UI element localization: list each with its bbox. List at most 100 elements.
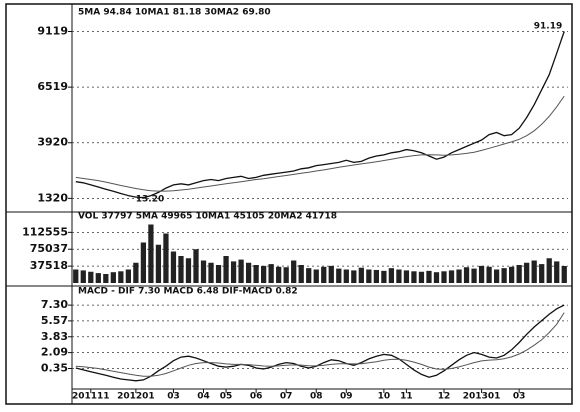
volume-bar bbox=[223, 256, 229, 283]
volume-bar bbox=[170, 251, 177, 283]
volume-bar bbox=[283, 267, 289, 283]
y-tick-label: 3.83 bbox=[41, 330, 68, 343]
y-tick-label: 7.30 bbox=[41, 298, 68, 311]
volume-bar bbox=[366, 269, 372, 283]
volume-bar bbox=[155, 244, 162, 283]
panel-legend: 5MA 94.84 10MA1 81.18 30MA2 69.80 bbox=[78, 8, 271, 18]
volume-bar bbox=[118, 271, 124, 283]
x-tick-label: 03 bbox=[513, 392, 526, 402]
volume-bar bbox=[80, 270, 86, 283]
annotation: 13.20 bbox=[136, 195, 164, 205]
frame bbox=[5, 3, 573, 405]
volume-bar bbox=[463, 267, 470, 283]
volume-bar bbox=[215, 265, 222, 283]
volume-bar bbox=[200, 260, 207, 283]
x-tick-label: 201111 bbox=[72, 392, 110, 402]
annotation: 91.19 bbox=[534, 22, 562, 32]
x-tick-label: 04 bbox=[197, 392, 210, 402]
y-tick-label: 37518 bbox=[30, 259, 68, 272]
volume-bar bbox=[441, 271, 447, 283]
volume-bar bbox=[245, 262, 252, 283]
volume-bar bbox=[193, 249, 199, 283]
series-line bbox=[75, 95, 565, 192]
volume-bar bbox=[546, 258, 552, 283]
y-tick-label: 9119 bbox=[37, 25, 68, 38]
volume-bar bbox=[358, 267, 364, 283]
panel-legend: VOL 37797 5MA 49965 10MA1 45105 20MA2 41… bbox=[78, 212, 337, 222]
volume-bar bbox=[493, 269, 500, 283]
volume-bar bbox=[471, 268, 477, 283]
volume-bar bbox=[313, 269, 319, 283]
volume-bar bbox=[298, 265, 304, 283]
volume-bar bbox=[426, 270, 432, 283]
volume-bar bbox=[110, 272, 116, 283]
volume-bar bbox=[238, 259, 244, 283]
volume-bar bbox=[456, 269, 462, 283]
volume-bar bbox=[306, 268, 312, 283]
volume-bar bbox=[268, 264, 274, 283]
y-tick-label: 2.09 bbox=[41, 346, 68, 359]
volume-bar bbox=[276, 266, 282, 283]
volume-bar bbox=[321, 266, 327, 283]
volume-bar bbox=[125, 269, 131, 283]
x-tick-label: 09 bbox=[340, 392, 353, 402]
series-line bbox=[75, 312, 565, 377]
volume-bar bbox=[343, 269, 349, 283]
x-tick-label: 08 bbox=[310, 392, 323, 402]
volume-bar bbox=[403, 270, 410, 283]
volume-bar bbox=[261, 265, 267, 283]
x-tick-label: 12 bbox=[438, 392, 451, 402]
volume-bar bbox=[509, 266, 515, 283]
volume-bar bbox=[396, 269, 402, 283]
volume-bar bbox=[336, 268, 342, 283]
y-tick-label: 0.35 bbox=[41, 361, 68, 374]
volume-bar bbox=[148, 224, 154, 283]
volume-bar bbox=[539, 264, 545, 283]
x-tick-label: 03 bbox=[167, 392, 180, 402]
x-tick-label: 05 bbox=[220, 392, 233, 402]
volume-bar bbox=[531, 260, 537, 283]
volume-bar bbox=[524, 262, 530, 283]
volume-bar bbox=[208, 262, 214, 283]
volume-bar bbox=[328, 265, 334, 283]
y-tick-label: 3920 bbox=[37, 136, 68, 149]
volume-bar bbox=[185, 258, 192, 283]
y-tick-label: 1320 bbox=[37, 191, 68, 204]
volume-bar bbox=[381, 270, 387, 283]
volume-bar bbox=[501, 268, 507, 283]
volume-bar bbox=[163, 233, 169, 283]
x-tick-label: 201301 bbox=[463, 392, 501, 402]
y-tick-label: 75037 bbox=[30, 242, 68, 255]
y-tick-label: 112555 bbox=[22, 225, 68, 238]
y-tick-label: 6519 bbox=[37, 80, 68, 93]
volume-bar bbox=[388, 268, 395, 283]
volume-bar bbox=[516, 265, 522, 283]
series-line bbox=[75, 304, 565, 382]
x-tick-label: 07 bbox=[280, 392, 293, 402]
volume-bar bbox=[291, 260, 297, 283]
volume-bar bbox=[230, 261, 237, 283]
volume-bar bbox=[418, 271, 425, 283]
panel-legend: MACD - DIF 7.30 MACD 6.48 DIF-MACD 0.82 bbox=[78, 287, 298, 297]
volume-bar bbox=[478, 265, 485, 283]
volume-bar bbox=[253, 265, 259, 283]
volume-bar bbox=[133, 262, 139, 283]
series-line bbox=[75, 31, 565, 199]
volume-bar bbox=[178, 256, 184, 283]
x-tick-label: 11 bbox=[400, 392, 413, 402]
volume-bar bbox=[88, 271, 94, 283]
volume-bar bbox=[73, 269, 79, 283]
volume-bar bbox=[554, 261, 560, 283]
volume-bar bbox=[486, 266, 492, 283]
volume-bar bbox=[95, 273, 101, 283]
volume-bar bbox=[103, 274, 109, 283]
y-tick-label: 5.57 bbox=[41, 314, 68, 327]
x-tick-label: 201201 bbox=[117, 392, 155, 402]
x-tick-label: 10 bbox=[378, 392, 391, 402]
volume-bar bbox=[448, 270, 455, 283]
x-tick-label: 06 bbox=[250, 392, 263, 402]
volume-bar bbox=[433, 272, 440, 283]
volume-bar bbox=[373, 269, 379, 283]
volume-bar bbox=[411, 271, 417, 283]
